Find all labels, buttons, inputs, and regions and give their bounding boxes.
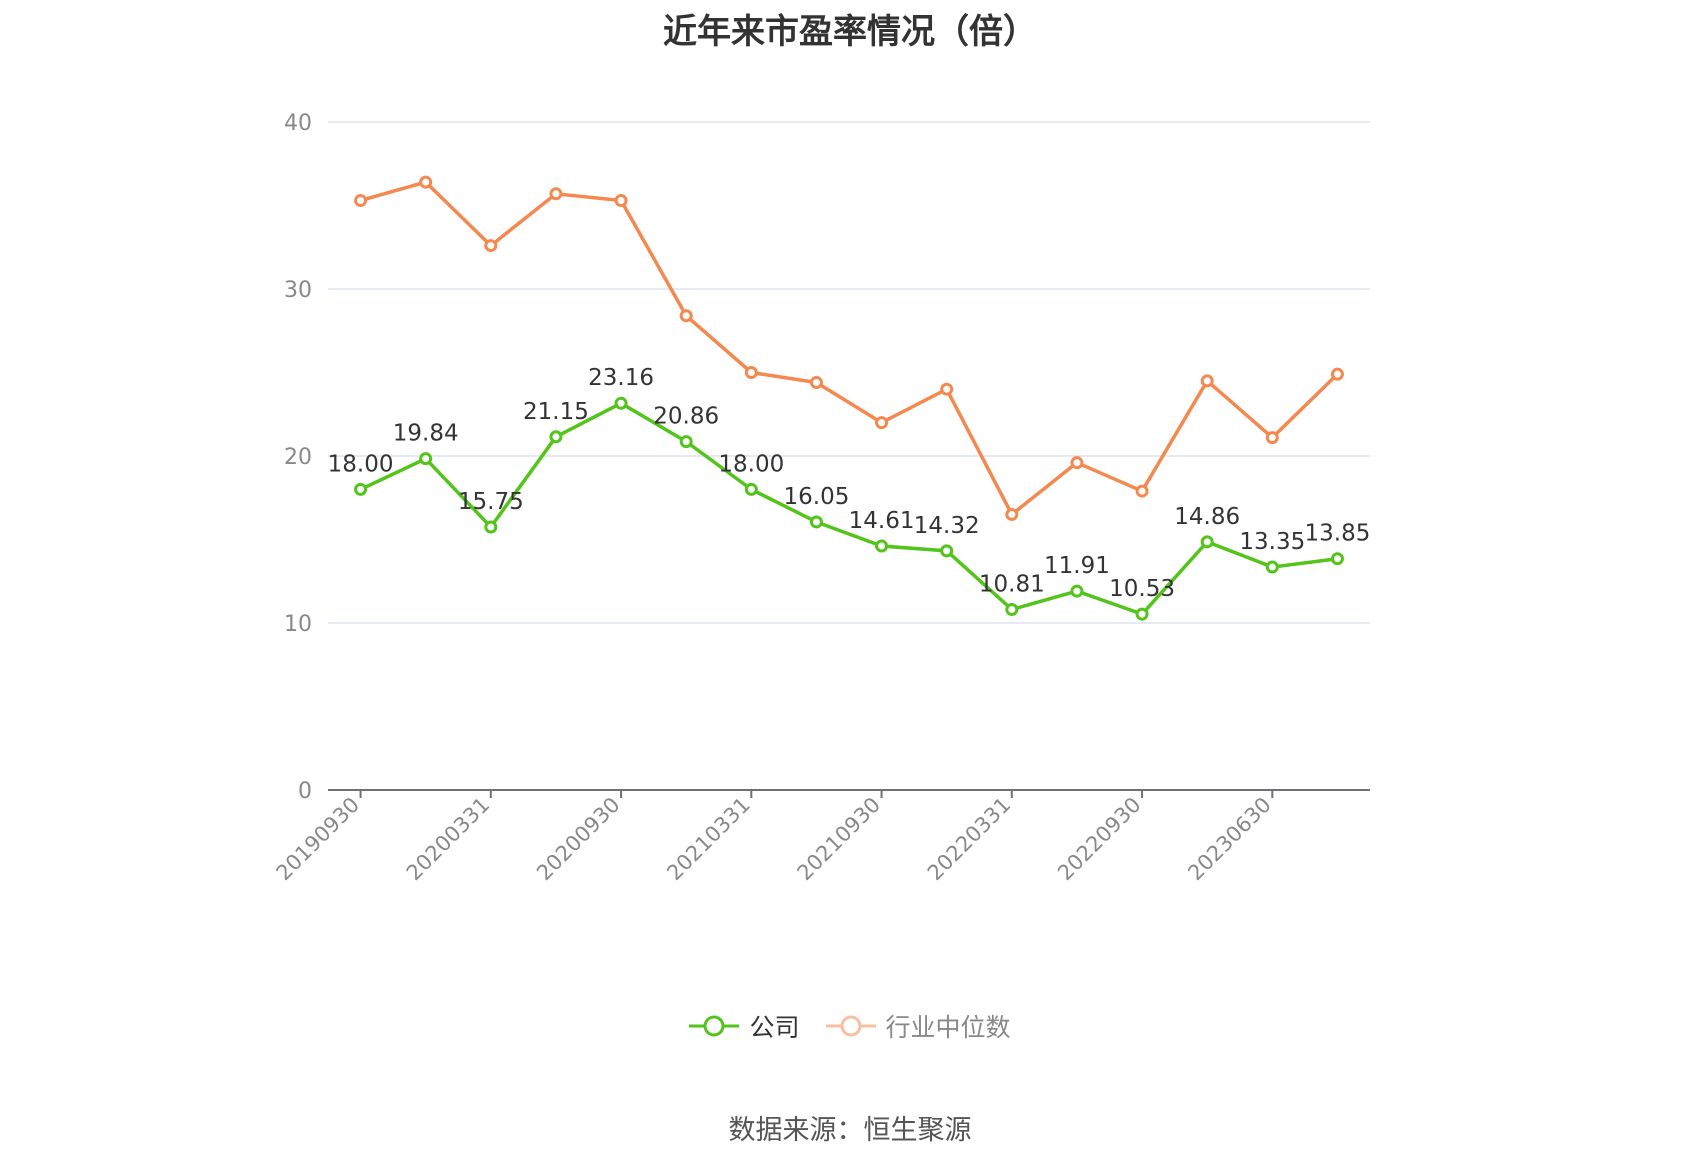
x-tick-label: 20200930 [532, 793, 625, 886]
point-industry [484, 239, 498, 253]
data-label-company: 18.00 [328, 451, 394, 477]
x-tick-label: 20190930 [272, 793, 365, 886]
point-company [1070, 584, 1084, 598]
point-company [1265, 560, 1279, 574]
x-tick-label: 20220930 [1053, 793, 1146, 886]
point-company [614, 396, 628, 410]
point-industry [419, 175, 433, 189]
data-label-company: 21.15 [523, 399, 589, 425]
series-lines [354, 175, 1344, 621]
data-label-company: 14.61 [849, 508, 915, 534]
legend: 公司 行业中位数 [0, 1008, 1700, 1044]
point-industry [1200, 374, 1214, 388]
data-label-company: 23.16 [588, 365, 654, 391]
data-label-company: 10.53 [1109, 576, 1175, 602]
legend-line-circle-icon [825, 1015, 876, 1037]
x-tick-label: 20210930 [793, 793, 886, 886]
y-tick-label: 40 [284, 111, 312, 136]
legend-label-company: 公司 [749, 1013, 800, 1042]
y-tick-label: 10 [284, 612, 312, 637]
data-label-company: 13.35 [1239, 529, 1305, 555]
point-industry [1330, 367, 1344, 381]
point-industry [549, 187, 563, 201]
point-industry [744, 366, 758, 379]
data-label-company: 18.00 [718, 451, 784, 477]
x-tick-label: 20210331 [662, 793, 755, 886]
data-label-company: 11.91 [1044, 553, 1110, 579]
data-label-company: 10.81 [979, 571, 1045, 597]
series-line-industry [360, 180, 1339, 517]
legend-line-circle-icon [689, 1015, 740, 1037]
point-company [1135, 607, 1149, 621]
data-label-company: 14.32 [914, 513, 980, 539]
source-note: 数据来源：恒生聚源 [728, 1115, 972, 1146]
point-company [1005, 602, 1019, 616]
point-company [875, 539, 889, 553]
point-company [549, 430, 563, 444]
point-industry [1005, 507, 1019, 521]
data-label-company: 20.86 [653, 404, 719, 430]
point-company [744, 482, 758, 496]
y-tick-label: 0 [298, 779, 312, 804]
point-industry [875, 416, 889, 430]
point-industry [354, 193, 368, 207]
point-industry [614, 193, 628, 207]
point-company [809, 515, 823, 529]
data-label-company: 16.05 [784, 484, 850, 510]
point-industry [1070, 456, 1084, 470]
chart-title: 近年来市盈率情况（倍） [663, 12, 1037, 52]
data-labels: 18.0019.8415.7521.1523.1620.8618.0016.05… [328, 365, 1371, 602]
data-label-company: 19.84 [393, 421, 459, 447]
point-company [679, 435, 693, 449]
legend-label-industry: 行业中位数 [885, 1013, 1011, 1042]
point-company [484, 520, 498, 534]
series-line-company [359, 401, 1338, 616]
point-industry [809, 376, 823, 390]
point-company [419, 452, 433, 466]
x-tick-label: 20230630 [1183, 793, 1276, 886]
y-tick-label: 20 [284, 445, 312, 470]
y-tick-label: 30 [284, 278, 312, 303]
x-tick-label: 20220331 [923, 793, 1016, 886]
data-label-company: 15.75 [458, 489, 524, 515]
point-industry [1135, 484, 1149, 498]
point-company [1330, 552, 1344, 566]
data-label-company: 14.86 [1174, 504, 1240, 530]
point-company [1200, 535, 1214, 549]
point-industry [940, 382, 954, 396]
legend-item-company[interactable]: 公司 [689, 1008, 800, 1044]
data-label-company: 13.85 [1305, 521, 1371, 547]
x-tick-label: 20200331 [402, 793, 495, 886]
grid-lines [328, 121, 1370, 624]
point-company [940, 544, 954, 558]
point-industry [679, 309, 693, 323]
point-industry [1265, 431, 1279, 445]
point-company [354, 482, 368, 496]
legend-item-industry[interactable]: 行业中位数 [825, 1008, 1011, 1044]
